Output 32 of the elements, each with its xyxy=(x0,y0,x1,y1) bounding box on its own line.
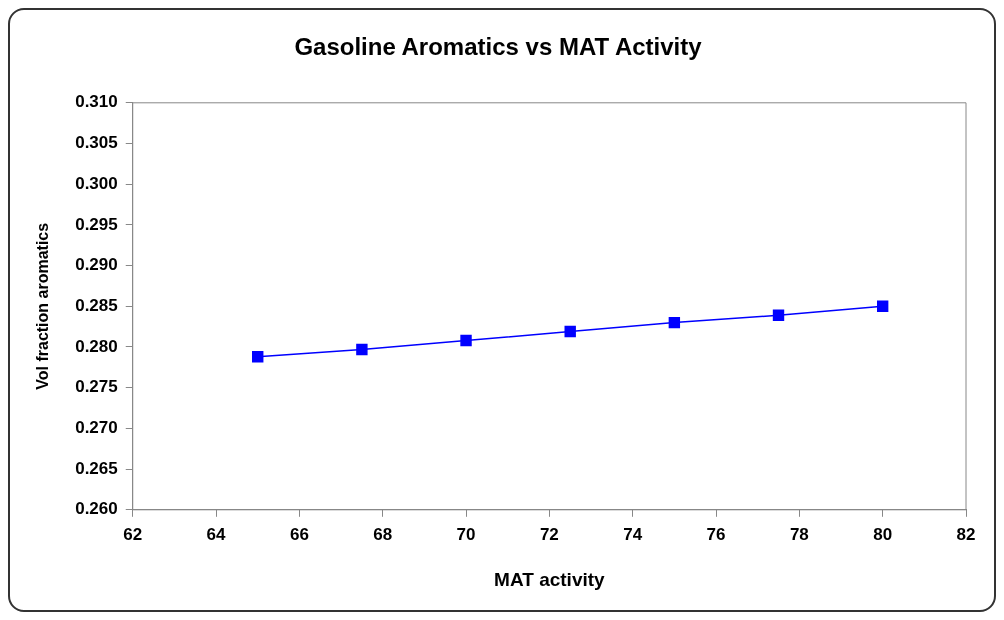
y-tick-label: 0.280 xyxy=(75,336,118,356)
point xyxy=(876,300,889,312)
x-tick-label: 80 xyxy=(873,524,893,544)
x-tick-label: 64 xyxy=(206,524,227,544)
x-axis-title: MAT activity xyxy=(494,568,606,590)
point xyxy=(252,351,264,363)
x-tick-label: 74 xyxy=(623,524,643,544)
y-axis-title: Vol fraction aromatics xyxy=(34,222,52,390)
point xyxy=(668,316,681,329)
y-tick-label: 0.295 xyxy=(75,214,118,234)
y-tick-label: 0.310 xyxy=(75,92,118,112)
x-tick-label: 70 xyxy=(456,524,476,544)
y-tick-label: 0.270 xyxy=(75,418,118,438)
x-tick-label: 72 xyxy=(539,524,559,544)
chart-title: Gasoline Aromatics vs MAT Activity xyxy=(294,33,703,61)
y-tick-label: 0.305 xyxy=(75,133,118,153)
y-tick-label: 0.265 xyxy=(75,458,118,478)
y-tick-label: 0.300 xyxy=(75,173,118,193)
x-tick-label: 68 xyxy=(373,524,393,544)
y-tick-label: 0.260 xyxy=(75,499,118,519)
x-tick-label: 66 xyxy=(289,524,309,544)
x-tick-label: 76 xyxy=(706,524,726,544)
x-tick-label: 62 xyxy=(123,524,143,544)
x-tick-label: 82 xyxy=(956,524,976,544)
point xyxy=(564,325,576,338)
y-tick-label: 0.290 xyxy=(75,255,118,275)
y-tick-label: 0.285 xyxy=(75,295,118,315)
point xyxy=(356,343,368,356)
point xyxy=(460,334,472,347)
x-tick-label: 78 xyxy=(789,524,809,544)
y-tick-label: 0.275 xyxy=(75,377,118,397)
point xyxy=(772,309,785,321)
